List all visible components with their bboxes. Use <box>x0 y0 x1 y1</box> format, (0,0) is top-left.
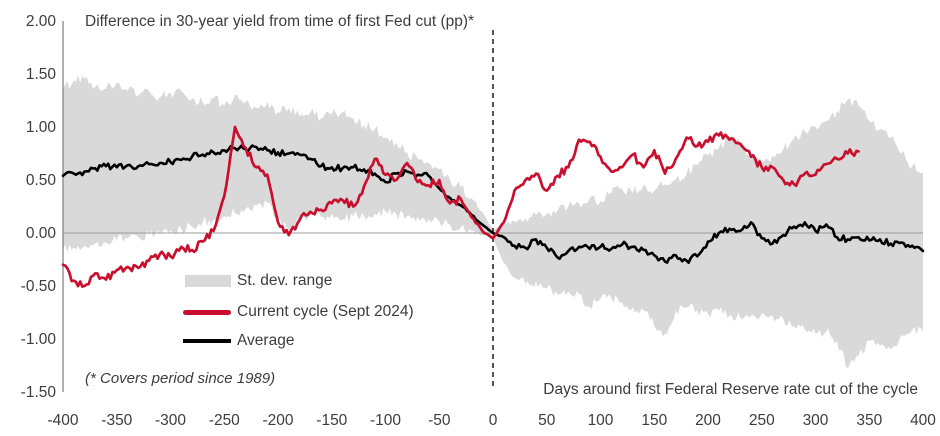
y-tick-label: 2.00 <box>26 13 57 30</box>
current-cycle-swatch <box>183 309 231 315</box>
y-tick-label: 0.00 <box>26 225 57 242</box>
x-tick-label: -400 <box>47 412 78 429</box>
x-tick-label: -250 <box>209 412 240 429</box>
x-tick-label: -150 <box>316 412 347 429</box>
average-swatch <box>183 339 231 343</box>
y-tick-label: -0.50 <box>21 278 57 295</box>
x-tick-label: -50 <box>428 412 451 429</box>
current-cycle-line <box>61 125 860 288</box>
x-axis-label: Days around first Federal Reserve rate c… <box>543 381 918 398</box>
stdev-band-label: St. dev. range <box>237 272 333 289</box>
current-cycle-label: Current cycle (Sept 2024) <box>237 303 414 320</box>
stdev-band-swatch <box>185 275 231 287</box>
y-tick-label: 0.50 <box>26 172 57 189</box>
footnote: (* Covers period since 1989) <box>85 370 276 387</box>
x-tick-label: 350 <box>856 412 882 429</box>
stdev-band <box>63 74 923 369</box>
average-line <box>61 144 925 264</box>
x-tick-label: -100 <box>370 412 401 429</box>
x-tick-label: 200 <box>695 412 721 429</box>
x-tick-label: 400 <box>910 412 936 429</box>
x-tick-label: 50 <box>538 412 556 429</box>
x-tick-label: -200 <box>262 412 293 429</box>
x-tick-label: 100 <box>588 412 614 429</box>
legend-item-average: Average <box>183 330 294 352</box>
chart-title: Difference in 30-year yield from time of… <box>85 13 475 30</box>
legend-item-current-cycle: Current cycle (Sept 2024) <box>183 301 414 323</box>
x-tick-label: 0 <box>489 412 498 429</box>
x-tick-label: 300 <box>803 412 829 429</box>
y-tick-label: 1.00 <box>26 119 57 136</box>
x-tick-label: 150 <box>641 412 667 429</box>
average-label: Average <box>237 332 295 349</box>
x-tick-label: -350 <box>101 412 132 429</box>
y-tick-label: 1.50 <box>26 66 57 83</box>
y-tick-label: -1.00 <box>21 331 57 348</box>
x-tick-label: 250 <box>749 412 775 429</box>
x-tick-label: -300 <box>155 412 186 429</box>
legend-item-stdev: St. dev. range <box>185 270 332 292</box>
y-tick-label: -1.50 <box>21 384 57 401</box>
